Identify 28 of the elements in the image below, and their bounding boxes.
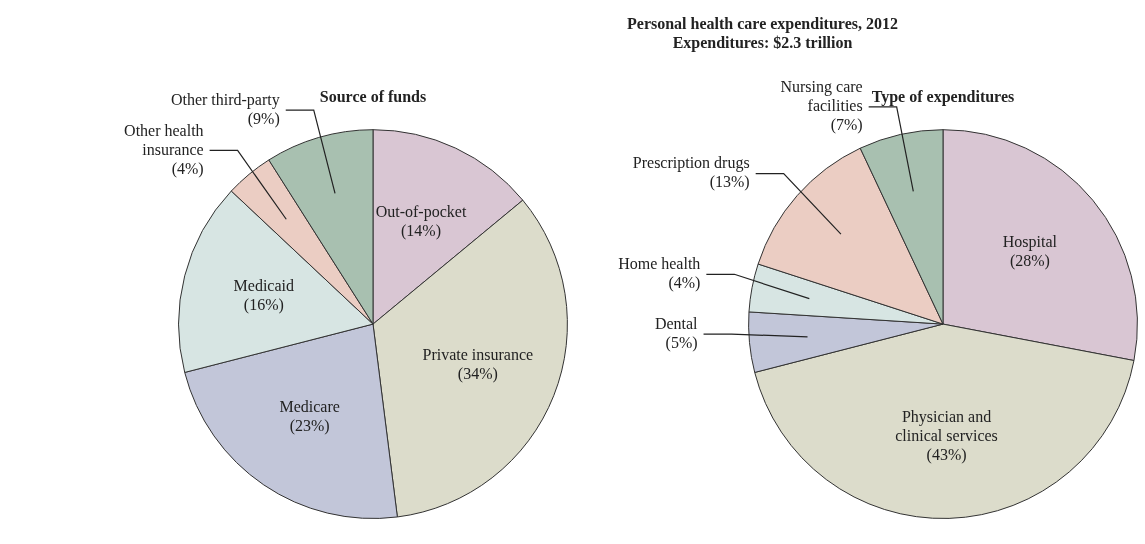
data-label: (5%) [665,333,698,352]
slice-label: Out-of-pocket [375,202,467,221]
slice-label: Dental [654,314,699,332]
slice-label: Physician and clinical services [895,408,998,444]
slice-label: Other health insurance [124,121,204,158]
text: Expenditures: $2.3 trillion [671,33,854,52]
slice-label: Nursing care facilities [780,78,863,115]
data-label: (4%) [171,159,204,178]
data-label: (28%) [1009,251,1050,270]
data-label: (16%) [243,295,284,314]
data-label: (43%) [926,446,967,464]
data-label: (34%) [457,365,498,384]
text: Personal health care expenditures, 2012 [626,14,899,33]
data-label: (4%) [668,274,701,292]
slice-label: Home health [618,255,701,272]
slice-label: Prescription drugs [632,154,750,173]
slice-label: Medicare [279,398,340,416]
data-label: (23%) [289,417,330,436]
slice-label: Hospital [1002,232,1058,251]
chart-title: Type of expenditures [871,87,1015,106]
data-label: (14%) [401,221,441,240]
slice-label: Other third-party [170,90,280,109]
data-label: (7%) [830,116,863,135]
slice-label: Private insurance [422,346,534,364]
slice-label: Medicaid [233,276,294,294]
data-label: (9%) [247,109,280,128]
chart-title: Source of funds [319,87,427,105]
data-label: (13%) [709,173,750,192]
